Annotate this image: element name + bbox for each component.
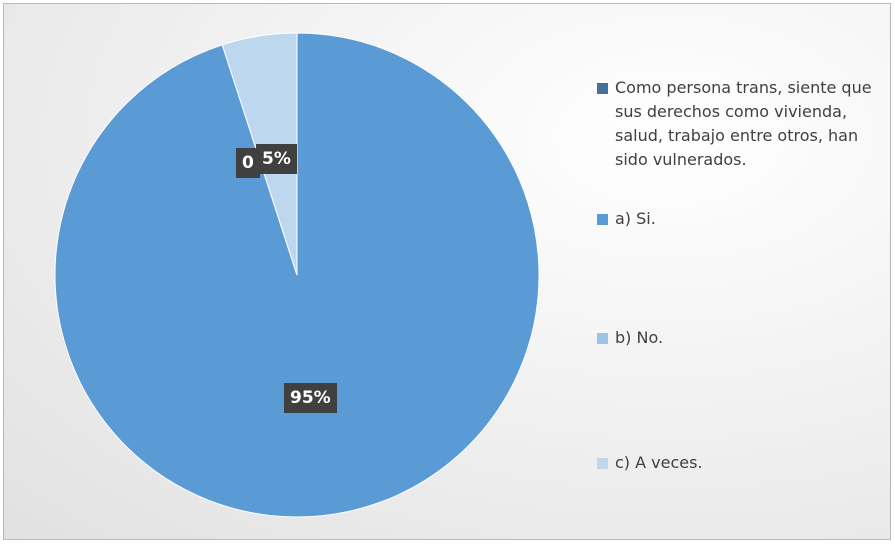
legend-item-question: Como persona trans, siente que sus derec… <box>597 76 885 172</box>
legend-item-no: b) No. <box>597 326 885 350</box>
data-label-question: 0 <box>236 148 260 178</box>
legend-label-question: Como persona trans, siente que sus derec… <box>615 78 872 169</box>
legend-item-si: a) Si. <box>597 207 885 231</box>
legend-label-si: a) Si. <box>615 209 656 228</box>
pie-slices <box>54 32 540 518</box>
legend-swatch-a-veces <box>597 458 608 469</box>
data-label-si: 95% <box>284 383 337 413</box>
legend-label-no: b) No. <box>615 328 664 347</box>
legend-swatch-question <box>597 83 608 94</box>
legend-swatch-si <box>597 214 608 225</box>
legend-label-a-veces: c) A veces. <box>615 453 703 472</box>
legend-swatch-no <box>597 333 608 344</box>
data-label-a-veces: 5% <box>256 144 297 174</box>
legend-item-a-veces: c) A veces. <box>597 451 885 475</box>
